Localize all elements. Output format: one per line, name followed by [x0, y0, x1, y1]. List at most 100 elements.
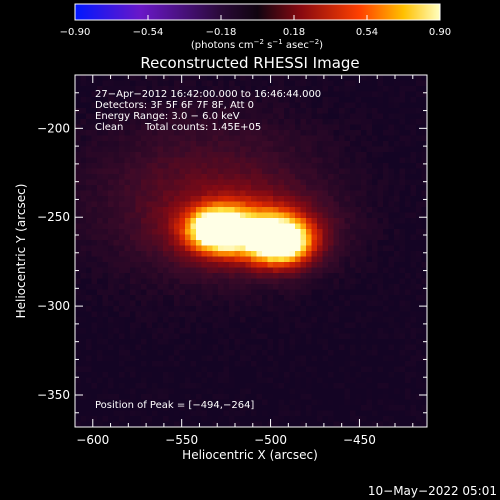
heatmap-cell: [119, 350, 125, 356]
heatmap-cell: [196, 300, 202, 307]
heatmap-cell: [267, 355, 274, 362]
heatmap-cell: [262, 212, 268, 219]
heatmap-cell: [168, 135, 175, 142]
heatmap-cell: [185, 91, 191, 98]
heatmap-cell: [410, 207, 417, 213]
heatmap-cell: [75, 174, 81, 180]
heatmap-cell: [383, 157, 389, 164]
heatmap-cell: [273, 245, 279, 252]
heatmap-cell: [174, 394, 180, 400]
heatmap-cell: [218, 289, 224, 296]
heatmap-cell: [388, 399, 395, 406]
heatmap-cell: [124, 229, 131, 235]
heatmap-cell: [383, 179, 389, 186]
heatmap-cell: [295, 421, 301, 428]
heatmap-cell: [350, 328, 356, 334]
heatmap-cell: [119, 108, 125, 114]
heatmap-cell: [267, 152, 274, 158]
heatmap-cell: [410, 322, 417, 329]
heatmap-cell: [322, 388, 329, 395]
heatmap-cell: [339, 405, 345, 411]
heatmap-cell: [174, 80, 180, 87]
heatmap-cell: [333, 284, 340, 290]
heatmap-cell: [339, 229, 345, 235]
heatmap-cell: [295, 135, 301, 142]
heatmap-cell: [201, 141, 208, 147]
heatmap-cell: [262, 366, 268, 373]
heatmap-cell: [113, 394, 120, 400]
heatmap-cell: [75, 234, 81, 241]
heatmap-cell: [102, 218, 109, 224]
heatmap-cell: [124, 223, 131, 230]
heatmap-cell: [410, 383, 417, 389]
heatmap-cell: [86, 377, 92, 384]
heatmap-cell: [295, 256, 301, 263]
heatmap-cell: [377, 212, 384, 219]
heatmap-cell: [223, 328, 230, 334]
heatmap-cell: [300, 190, 307, 197]
x-tick-label: −450: [343, 433, 376, 447]
heatmap-cell: [410, 399, 417, 406]
heatmap-cell: [240, 344, 246, 351]
heatmap-cell: [124, 157, 131, 164]
heatmap-cell: [372, 179, 378, 186]
heatmap-cell: [306, 240, 312, 246]
heatmap-cell: [300, 86, 307, 92]
heatmap-cell: [229, 262, 235, 268]
heatmap-cell: [344, 223, 351, 230]
heatmap-cell: [207, 223, 213, 230]
heatmap-cell: [273, 113, 279, 120]
heatmap-cell: [218, 135, 224, 142]
heatmap-cell: [267, 289, 274, 296]
heatmap-cell: [135, 80, 142, 87]
heatmap-cell: [267, 196, 274, 202]
heatmap-cell: [201, 97, 208, 103]
heatmap-cell: [130, 163, 136, 169]
heatmap-cell: [207, 97, 213, 103]
heatmap-cell: [157, 267, 164, 274]
heatmap-cell: [328, 185, 334, 191]
heatmap-cell: [201, 256, 208, 263]
heatmap-cell: [163, 366, 169, 373]
heatmap-cell: [421, 135, 428, 142]
heatmap-cell: [207, 322, 213, 329]
heatmap-cell: [262, 251, 268, 257]
heatmap-cell: [240, 372, 246, 378]
heatmap-cell: [185, 196, 191, 202]
heatmap-cell: [168, 97, 175, 103]
heatmap-cell: [168, 361, 175, 367]
heatmap-cell: [410, 168, 417, 175]
heatmap-cell: [245, 124, 252, 131]
heatmap-cell: [399, 124, 406, 131]
heatmap-cell: [201, 91, 208, 98]
heatmap-cell: [91, 311, 98, 318]
heatmap-cell: [185, 410, 191, 417]
heatmap-cell: [388, 256, 395, 263]
heatmap-cell: [146, 86, 153, 92]
heatmap-cell: [201, 388, 208, 395]
heatmap-cell: [399, 75, 406, 81]
heatmap-cell: [234, 207, 241, 213]
heatmap-cell: [416, 366, 422, 373]
heatmap-cell: [97, 394, 103, 400]
heatmap-cell: [416, 174, 422, 180]
heatmap-cell: [218, 366, 224, 373]
heatmap-cell: [119, 383, 125, 389]
heatmap-cell: [141, 196, 147, 202]
heatmap-cell: [350, 113, 356, 120]
heatmap-cell: [388, 300, 395, 307]
heatmap-cell: [218, 234, 224, 241]
heatmap-cell: [218, 383, 224, 389]
heatmap-cell: [383, 119, 389, 125]
heatmap-cell: [223, 350, 230, 356]
heatmap-cell: [306, 207, 312, 213]
heatmap-cell: [377, 102, 384, 109]
heatmap-cell: [366, 383, 373, 389]
heatmap-cell: [355, 80, 362, 87]
heatmap-cell: [377, 355, 384, 362]
heatmap-cell: [322, 350, 329, 356]
heatmap-cell: [256, 405, 263, 411]
heatmap-cell: [86, 394, 92, 400]
heatmap-cell: [196, 174, 202, 180]
heatmap-cell: [163, 394, 169, 400]
